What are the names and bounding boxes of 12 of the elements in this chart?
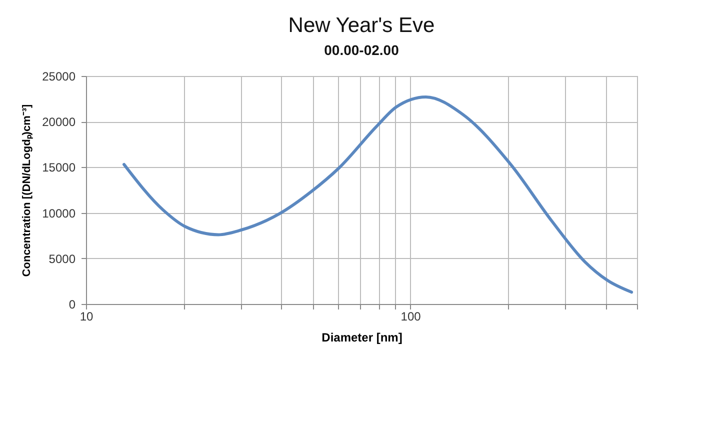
y-tick-label: 25000 xyxy=(42,70,76,84)
chart-subtitle: 00.00-02.00 xyxy=(324,42,400,58)
y-axis-title: Concentration [(DN/dLogdₚ)cm⁻³] xyxy=(21,104,34,277)
y-tick-label: 10000 xyxy=(42,206,76,220)
x-tick-label: 10 xyxy=(80,310,94,324)
x-tick-label: 100 xyxy=(400,310,422,324)
y-tick-label: 15000 xyxy=(42,160,76,175)
y-tick-label: 5000 xyxy=(48,252,76,266)
chart-title: New Year's Eve xyxy=(288,14,435,37)
y-tick-label: 0 xyxy=(68,298,76,312)
y-tick-label: 20000 xyxy=(42,115,76,130)
x-axis-title: Diameter [nm] xyxy=(322,330,402,344)
